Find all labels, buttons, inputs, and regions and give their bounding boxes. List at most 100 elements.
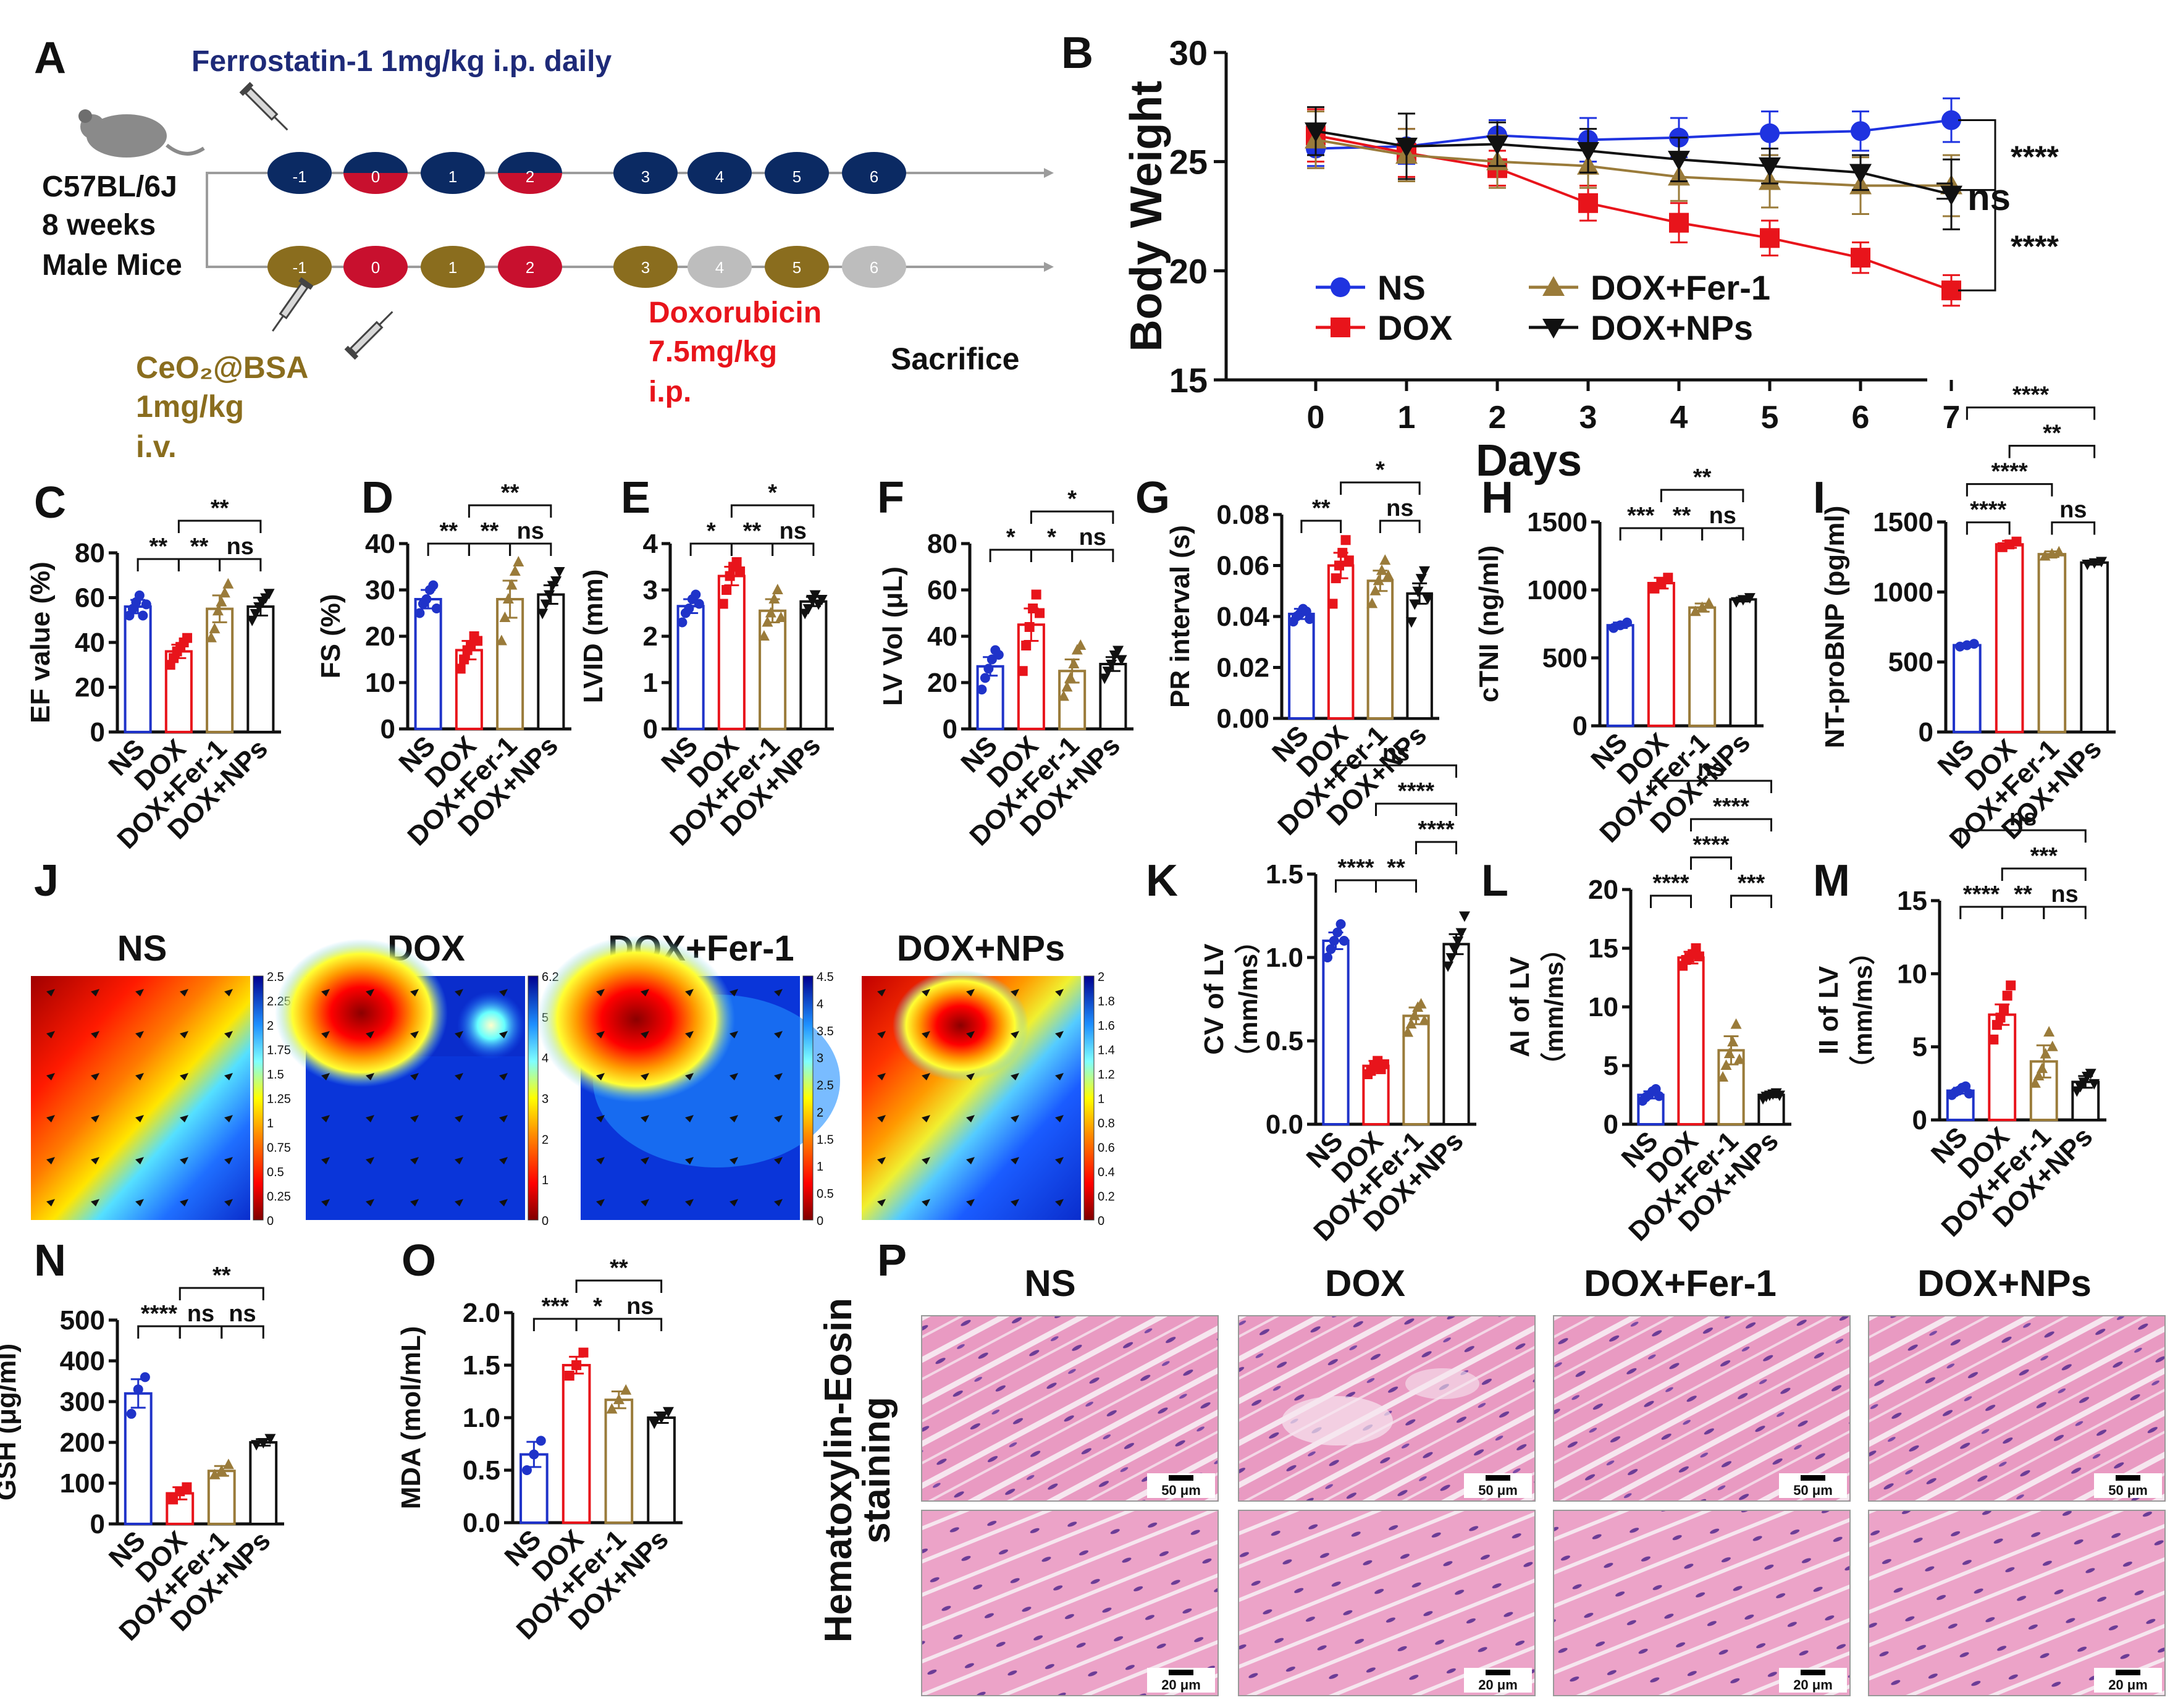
bar [2080,561,2109,733]
flow-arrow [224,1157,233,1164]
timeline-day-label: 2 [526,258,534,277]
histology-image [1553,1510,1851,1696]
sacrifice-label: Sacrifice [891,342,1019,376]
data-point [509,565,521,576]
scale-bar [1801,1475,1825,1481]
sig-label: ns [1709,503,1736,529]
flow-arrow [1055,1199,1064,1206]
timeline-dot [498,246,562,288]
flow-arrow [135,989,144,996]
colorbar-tick: 3.5 [817,1025,834,1038]
sig-bracket [2043,906,2087,919]
flow-arrow [499,989,508,996]
y-tick-label: 0 [1573,711,1588,741]
data-point [765,607,776,618]
panel-letter-E: E [621,473,650,523]
data-point [1031,589,1041,600]
data-point [1941,110,1961,130]
sig-bracket [221,1325,264,1339]
flow-arrow [1011,989,1019,996]
colorbar-tick: 0.6 [1098,1142,1115,1155]
data-point [1373,574,1384,586]
data-point [1415,574,1427,585]
histology-image [1238,1315,1536,1502]
colorbar-tick: 3 [542,1093,549,1106]
colorbar-tick: 2.5 [267,970,284,984]
sig-label: ns [626,1294,654,1319]
flow-arrow [685,1199,694,1206]
y-tick-label: 0 [90,717,105,747]
data-point [1418,1014,1430,1025]
sig-label: ** [1312,495,1331,521]
flow-arrow [91,989,99,996]
sig-bracket [1375,879,1417,893]
flow-arrow [180,1031,188,1038]
sig-bracket [2001,906,2045,919]
sig-bracket [1937,182,1953,200]
data-point [263,589,275,600]
data-point [1720,1059,1732,1070]
data-point [1760,123,1780,143]
flow-arrow [641,1073,649,1080]
flow-arrow [455,989,463,996]
ceo2-line-1: CeO₂@BSA [136,350,308,385]
flow-arrow [321,1031,330,1038]
y-axis-label: Body Weight [1122,81,1171,352]
y-tick-label: 40 [927,621,957,652]
x-tick-label: 6 [1852,400,1870,435]
data-point [216,1465,227,1476]
flow-arrow [774,1031,783,1038]
flow-arrow [366,989,374,996]
y-tick-label: 0 [1912,1105,1927,1135]
scale-bar [1486,1670,1510,1675]
y-tick-label: 400 [60,1346,105,1376]
data-point [1668,151,1690,171]
bar [1406,592,1433,720]
data-point [1379,554,1391,565]
data-point [536,1436,546,1446]
sig-label: ns [1079,524,1106,550]
flow-arrow [596,1157,605,1164]
data-point [1102,667,1114,678]
flow-arrow [685,989,694,996]
data-point [1999,1005,2009,1016]
colorbar-tick: 0.5 [267,1166,284,1179]
sig-bracket [1071,549,1114,562]
data-point [1408,1009,1420,1020]
timeline-day-label: 1 [448,258,457,277]
sig-label: **** [1693,832,1729,858]
data-point [1061,681,1073,692]
y-tick-label: 0.06 [1216,551,1269,581]
sig-label: ns [1382,740,1410,766]
flow-arrow [1011,1157,1019,1164]
data-point [168,1494,179,1505]
data-point [1017,666,1028,676]
timeline-day-label: 6 [870,167,878,186]
flow-arrow [596,1031,605,1038]
data-point [1058,690,1069,701]
bar [1606,624,1634,728]
timeline-dot [267,246,332,288]
flow-arrow [91,1115,99,1122]
data-point [768,593,780,604]
sig-label: **** [1713,794,1749,820]
data-point [694,599,704,609]
flow-arrow [321,1073,330,1080]
data-point [540,599,552,610]
y-tick-label: 0 [90,1509,105,1539]
colorbar-tick: 1.5 [267,1068,284,1082]
data-point [1335,919,1346,929]
data-point [140,1372,150,1382]
y-tick-label: 2.0 [463,1298,500,1328]
flow-arrow [366,1199,374,1206]
data-point [1332,927,1343,938]
panel-letter-M: M [1813,856,1850,906]
data-point [2046,1040,2058,1051]
timeline-dot [421,152,485,194]
data-point [2085,1069,2096,1080]
x-tick-label: 3 [1579,400,1597,435]
data-point [1395,137,1418,158]
data-point [2082,560,2093,570]
data-point [775,612,787,622]
timeline-dot-top-half [498,152,562,173]
